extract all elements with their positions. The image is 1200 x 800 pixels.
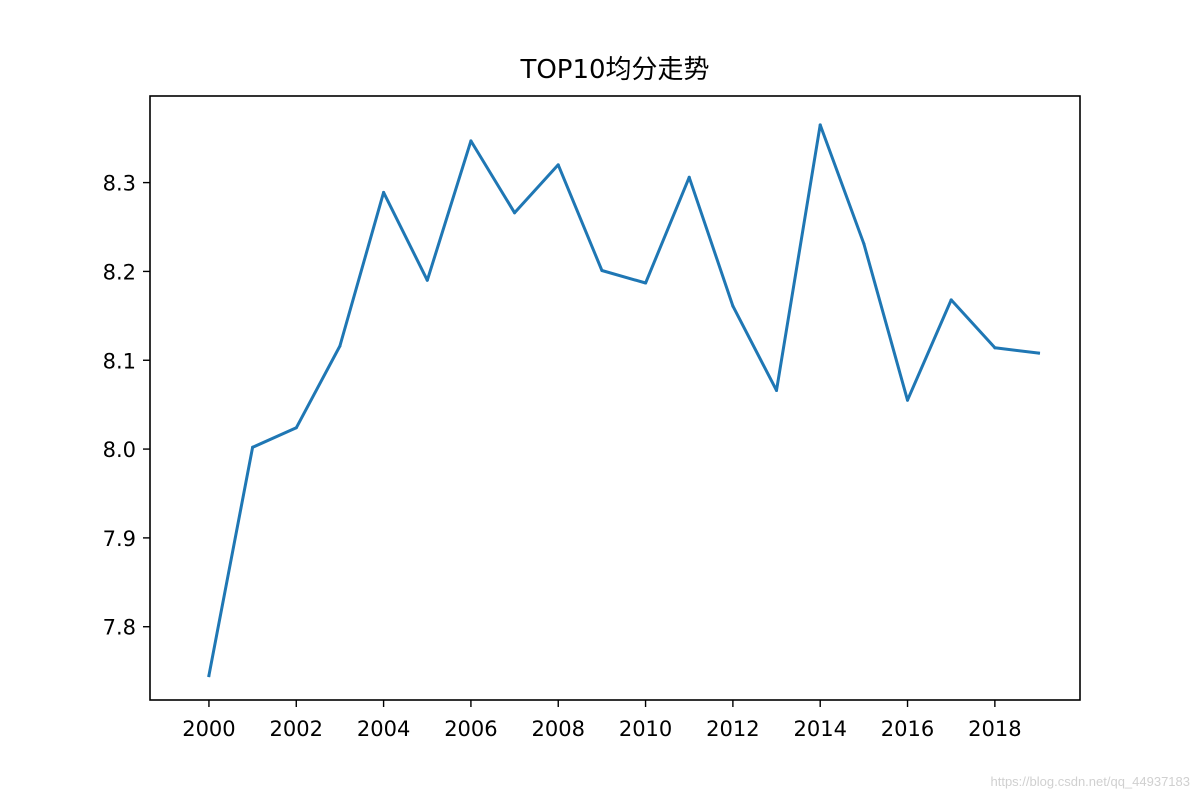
y-tick-label: 7.9 [103, 527, 136, 551]
data-point [469, 139, 473, 143]
x-tick-label: 2004 [357, 717, 410, 741]
x-tick-label: 2012 [706, 717, 759, 741]
data-point [949, 298, 953, 302]
watermark-text: https://blog.csdn.net/qq_44937183 [991, 774, 1191, 789]
y-tick-label: 8.0 [103, 438, 136, 462]
x-tick-label: 2006 [444, 717, 497, 741]
data-point [644, 281, 648, 285]
x-tick-label: 2010 [619, 717, 672, 741]
x-tick-label: 2016 [881, 717, 934, 741]
data-point [382, 190, 386, 194]
x-axis: 2000 2002 2004 2006 2008 2010 2012 2014 2016 2018 [182, 700, 1022, 741]
plot-area-frame [149, 95, 1081, 701]
data-point [207, 674, 211, 678]
data-point [687, 175, 691, 179]
data-point [906, 398, 910, 402]
chart-title: TOP10均分走势 [519, 55, 709, 85]
series-layer [207, 123, 1041, 678]
data-point [993, 346, 997, 350]
y-axis: 7.8 7.9 8.0 8.1 8.2 8.3 [103, 172, 150, 640]
x-tick-label: 2000 [182, 717, 235, 741]
data-point [294, 426, 298, 430]
data-point [775, 388, 779, 392]
data-point [338, 344, 342, 348]
y-tick-label: 8.3 [103, 172, 136, 196]
x-tick-label: 2008 [532, 717, 585, 741]
data-point [731, 304, 735, 308]
data-point [251, 445, 255, 449]
data-point [862, 242, 866, 246]
data-point [1037, 351, 1041, 355]
x-tick-label: 2018 [968, 717, 1021, 741]
y-tick-label: 8.2 [103, 260, 136, 284]
y-tick-label: 8.1 [103, 349, 136, 373]
x-tick-label: 2014 [793, 717, 846, 741]
data-point [556, 163, 560, 167]
x-tick-label: 2002 [270, 717, 323, 741]
series-line-0 [207, 123, 1041, 678]
y-tick-label: 7.8 [103, 616, 136, 640]
data-point [600, 269, 604, 273]
data-point [818, 123, 822, 127]
data-point [425, 278, 429, 282]
data-point [513, 211, 517, 215]
